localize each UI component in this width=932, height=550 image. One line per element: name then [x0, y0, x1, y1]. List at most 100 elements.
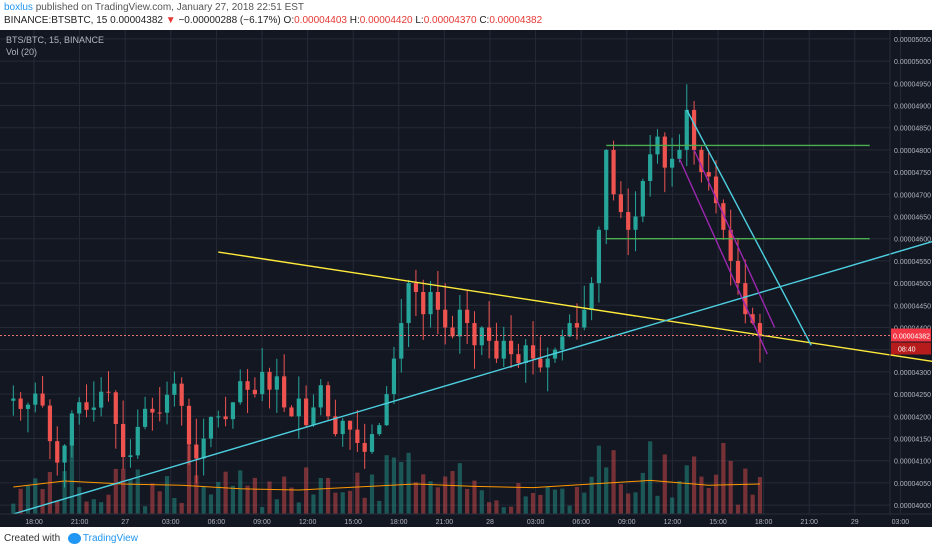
- candle-body: [252, 389, 257, 395]
- candle-body: [428, 291, 433, 315]
- candle-body: [567, 323, 572, 337]
- volume-bar: [648, 441, 653, 514]
- trendlines[interactable]: [13, 109, 932, 515]
- candle-body: [377, 425, 382, 435]
- publish-line: boxlus published on TradingView.com, Jan…: [4, 2, 304, 13]
- candle-body: [530, 345, 536, 359]
- volume-bar: [406, 452, 411, 514]
- high-label: H:: [349, 15, 360, 26]
- candle-body: [333, 416, 338, 435]
- volume-bar: [662, 454, 667, 514]
- y-tick-label: 0.00004200: [894, 414, 931, 421]
- candle-body: [574, 323, 580, 328]
- volume-bar: [384, 455, 389, 514]
- volume-bar: [472, 480, 477, 514]
- x-tick-label: 12:00: [299, 519, 317, 526]
- candle-body: [128, 455, 133, 458]
- volume-bar: [633, 492, 638, 514]
- candle-body: [325, 385, 331, 417]
- created-with: Created with TradingView: [4, 533, 138, 544]
- volume-bar: [516, 483, 521, 514]
- candle-body: [289, 407, 294, 417]
- volume-bar: [135, 469, 140, 514]
- volume-bar: [457, 463, 462, 514]
- volume-bar: [670, 497, 675, 514]
- volume-bar: [399, 461, 404, 514]
- volume-bar: [743, 468, 748, 514]
- candle-body: [186, 405, 192, 445]
- countdown-label: 08:40: [898, 346, 916, 353]
- candle-body: [142, 408, 148, 427]
- candle-body: [728, 229, 733, 261]
- current-price-label: 0.00004382: [893, 333, 930, 340]
- candle-body: [25, 404, 31, 409]
- x-tick-label: 03:00: [892, 519, 910, 526]
- candle-body: [487, 327, 492, 341]
- candle-body: [267, 371, 272, 390]
- volume-bar: [494, 500, 499, 514]
- candle-body: [157, 412, 162, 414]
- current-price-tag: [891, 328, 931, 342]
- x-tick-label: 09:00: [618, 519, 636, 526]
- candle-body: [596, 229, 602, 284]
- volume-bar: [325, 477, 331, 514]
- down-arrow-icon: ▼: [165, 15, 176, 26]
- volume-bar: [728, 460, 733, 514]
- volume-bar: [216, 481, 221, 514]
- trendline-cyan-descending: [686, 109, 812, 346]
- publish-info: published on TradingView.com, January 27…: [35, 2, 305, 13]
- price-chart[interactable]: 0.00005050 0.00005000 0.00004950 0.00004900…: [0, 30, 932, 527]
- tradingview-logo-icon: [68, 533, 81, 544]
- candle-body: [677, 149, 682, 159]
- candle-body: [84, 402, 89, 410]
- open-value: 0.00004403: [294, 15, 347, 26]
- candle-body: [713, 176, 719, 204]
- x-tick-label: 18:00: [25, 519, 43, 526]
- author-link[interactable]: boxlus: [4, 2, 33, 13]
- x-tick-label: 03:00: [162, 519, 180, 526]
- volume-bar: [538, 494, 543, 514]
- candle-body: [750, 314, 755, 324]
- volume-bar: [552, 489, 558, 514]
- volume-bar: [40, 489, 45, 514]
- volume-bar: [421, 474, 426, 514]
- volume-bar: [11, 503, 16, 514]
- volume-bar: [99, 502, 104, 514]
- chart-header: boxlus published on TradingView.com, Jan…: [0, 0, 932, 30]
- candle-body: [472, 323, 477, 346]
- symbol-info: BINANCE:BTSBTC, 15: [4, 15, 108, 26]
- x-tick-label: 15:00: [344, 519, 362, 526]
- close-value: 0.00004382: [489, 15, 543, 26]
- volume-bar: [47, 471, 53, 514]
- price-change: −0.00000288 (−6.17%): [178, 15, 281, 26]
- candle-body: [633, 216, 638, 230]
- candle-body: [691, 109, 697, 150]
- y-tick-label: 0.00004700: [894, 192, 931, 199]
- candle-body: [121, 424, 126, 458]
- candle-body: [282, 376, 287, 408]
- volume-bar: [62, 471, 67, 514]
- volume-bar: [355, 472, 360, 514]
- x-tick-label: 06:00: [208, 519, 226, 526]
- volume-bar: [150, 483, 155, 514]
- brand-link[interactable]: TradingView: [82, 533, 138, 544]
- candle-body: [113, 392, 118, 425]
- volume-bar: [691, 456, 697, 514]
- volume-bar: [604, 467, 609, 514]
- close-label: C:: [479, 15, 490, 26]
- candle-body: [164, 394, 170, 413]
- x-tick-label: 21:00: [436, 519, 454, 526]
- volume-bar: [640, 472, 645, 514]
- volume-bar: [333, 492, 338, 514]
- candle-body: [369, 434, 375, 452]
- volume-bar: [450, 471, 455, 514]
- x-tick-label: 06:00: [572, 519, 590, 526]
- volume-bar: [435, 487, 440, 514]
- candle-body: [508, 340, 514, 355]
- candle-body: [391, 358, 397, 395]
- candle-body: [340, 420, 345, 435]
- chart-area[interactable]: 0.00005050 0.00005000 0.00004950 0.00004900…: [0, 30, 932, 527]
- volume-bar: [362, 497, 367, 514]
- volume-bar: [413, 482, 419, 514]
- candle-body: [347, 420, 353, 430]
